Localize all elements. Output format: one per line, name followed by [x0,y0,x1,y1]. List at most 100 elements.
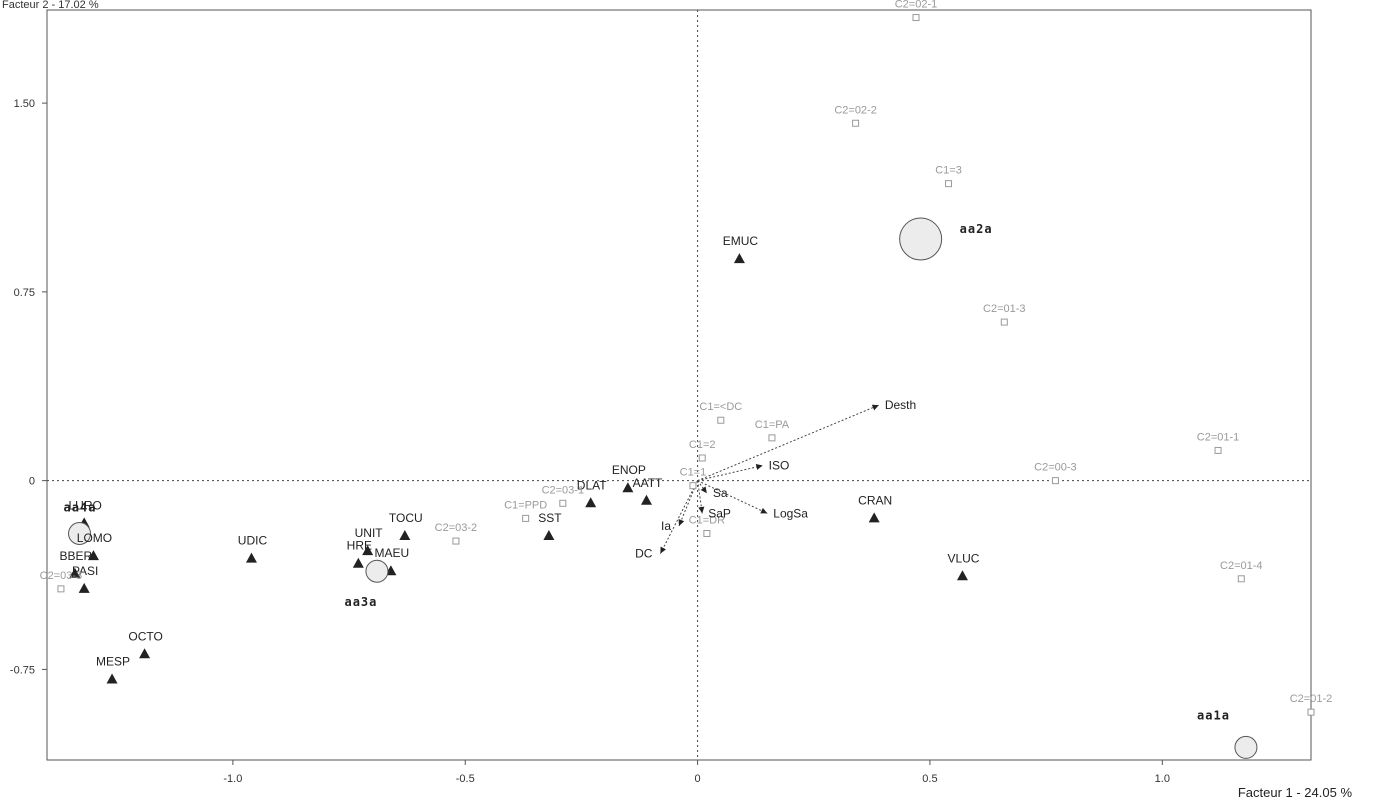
square-point [717,416,725,424]
square-point [689,482,697,490]
vector-line [697,465,763,482]
square-point-label: C2=02-1 [895,0,938,11]
triangle-point [69,567,81,578]
cluster-circle [365,559,389,583]
x-tick-label: -1.0 [223,773,242,785]
square-point-label: C2=03-2 [435,522,478,534]
triangle-point [733,253,745,264]
triangle-point [399,530,411,541]
vector-line [697,480,768,514]
square-point-label: C1=<DC [699,401,742,413]
triangle-point-label: UNIT [355,526,384,540]
triangle-point-label: LOMO [77,531,112,545]
vector-label: SaP [708,506,731,520]
cluster-label: aa3a [344,595,377,609]
square-point [559,499,567,507]
vector-arrowhead [755,463,763,470]
triangle-point-label: MESP [96,654,130,668]
cluster-circle [899,217,943,261]
triangle-point [87,550,99,561]
triangle-point [585,497,597,508]
y-axis-title: Facteur 2 - 17.02 % [2,0,99,11]
vector-label: Desth [885,398,916,412]
square-point [452,537,460,545]
square-point [945,180,953,188]
y-tick-label: -0.75 [10,664,35,676]
triangle-point [640,494,652,505]
vector-label: LogSa [773,506,808,520]
square-point-label: C1=PA [755,419,790,431]
triangle-point-label: DLAT [577,478,607,492]
x-tick-label: 0.5 [922,773,937,785]
square-point-label: C1=DR [689,514,725,526]
square-point-label: C2=01-4 [1220,560,1263,572]
x-tick-label: 0 [695,773,701,785]
triangle-point-label: ENOP [612,463,646,477]
square-point-label: C2=02-2 [834,104,877,116]
cluster-label: aa1a [1197,708,1230,722]
square-point-label: C1=3 [935,165,962,177]
triangle-point-label: AATT [633,476,663,490]
square-point [768,434,776,442]
square-point-label: C2=01-1 [1197,431,1240,443]
square-point [1051,477,1059,485]
triangle-point-label: CRAN [858,493,892,507]
vector-line [659,480,699,554]
triangle-point-label: PASI [72,564,98,578]
triangle-point-label: HRE [347,539,372,553]
cluster-circle [1234,735,1258,759]
cluster-label: aa2a [960,222,993,236]
vector-label: Sa [713,486,728,500]
y-tick-label: 1.50 [14,98,35,110]
x-tick-label: -0.5 [456,773,475,785]
vector-label: DC [635,547,653,561]
triangle-point-label: EMUC [723,234,759,248]
square-point [1214,446,1222,454]
square-point-label: C1=PPD [504,499,547,511]
triangle-point-label: OCTO [128,629,162,643]
triangle-point [139,648,151,659]
triangle-point-label: MAEU [375,546,410,560]
triangle-point [362,545,374,556]
triangle-point [352,557,364,568]
vector-label: ISO [769,459,790,473]
triangle-point [106,673,118,684]
vector-arrowhead [700,486,707,494]
square-point-label: C1=1 [680,467,707,479]
x-axis-title: Facteur 1 - 24.05 % [1238,785,1353,800]
vector-arrowhead [871,404,879,411]
vector-arrowhead [660,546,666,554]
triangle-point-label: BBER [60,549,93,563]
y-tick-label: 0 [29,476,35,488]
vector-line [697,480,703,514]
triangle-point-label: VLUC [947,551,979,565]
cluster-label: aa4a [64,500,97,514]
square-point-label: C2=00-3 [1034,462,1077,474]
vector-arrowhead [698,506,705,514]
triangle-point [868,512,880,523]
square-point-label: C1=2 [689,439,716,451]
plot-frame [46,9,1312,761]
square-point [1237,575,1245,583]
square-point [1307,708,1315,716]
triangle-point [543,530,555,541]
vector-label: Ia [661,519,671,533]
triangle-point-label: TOCU [389,511,423,525]
square-point-label: C2=03-1 [542,484,585,496]
square-point-label: C2=03-3 [40,570,83,582]
triangle-point [245,552,257,563]
square-point-label: C2=01-2 [1290,693,1333,705]
triangle-point [622,482,634,493]
vector-line [697,404,880,482]
square-point-label: C2=01-3 [983,303,1026,315]
triangle-point-label: LURO [69,498,102,512]
cluster-circle [68,521,92,545]
square-point [698,454,706,462]
triangle-point [956,570,968,581]
square-point [1000,318,1008,326]
vector-arrowhead [678,518,685,526]
square-point [703,529,711,537]
square-point [912,14,920,22]
x-tick-label: 1.0 [1155,773,1170,785]
